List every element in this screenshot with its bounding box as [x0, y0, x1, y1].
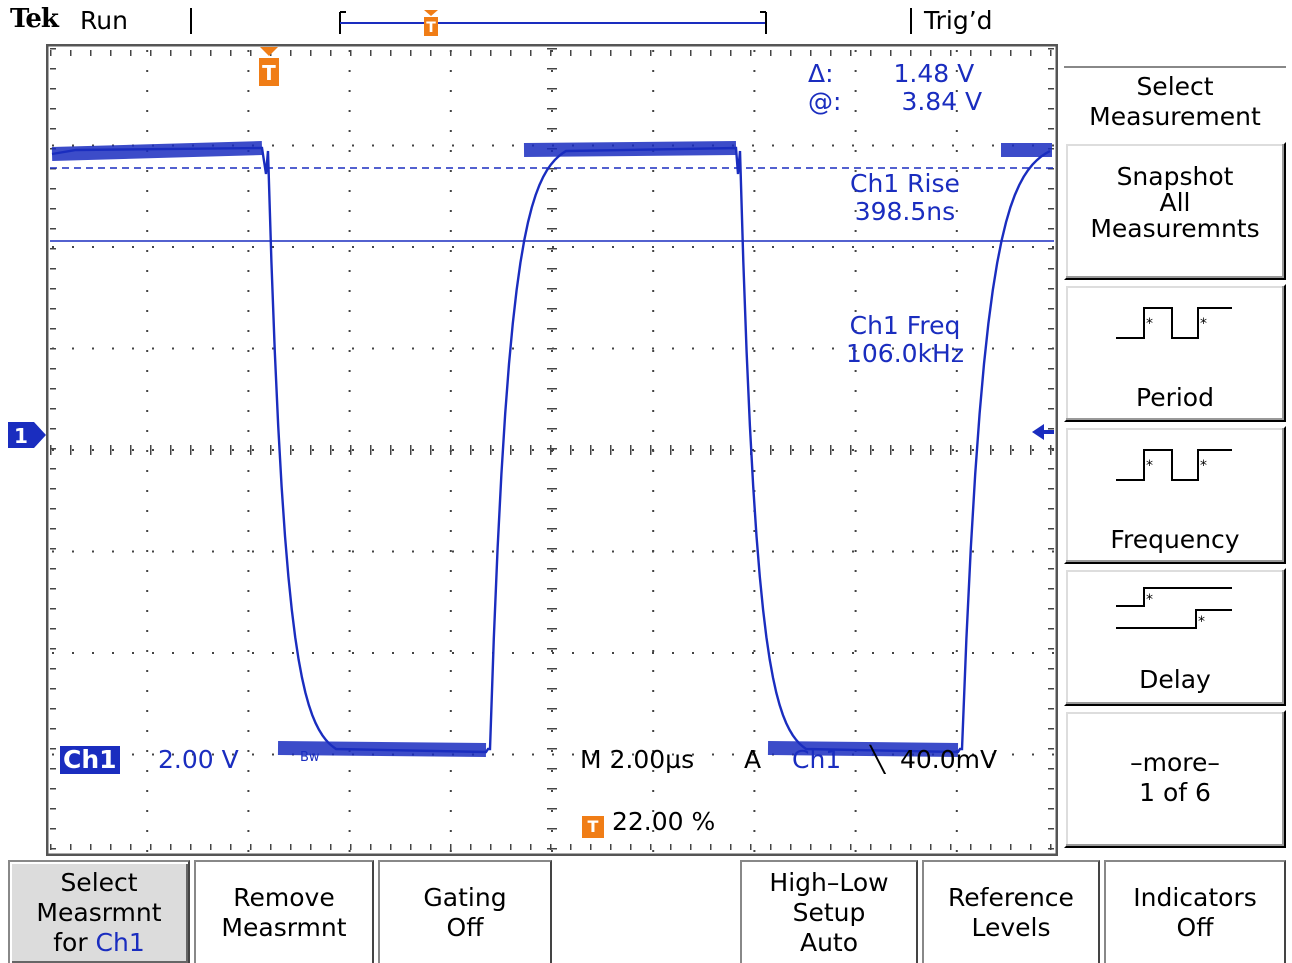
delay-button[interactable]: * * Delay — [1064, 568, 1286, 706]
frequency-button[interactable]: * * Frequency — [1064, 426, 1286, 564]
trigger-icon: T — [582, 816, 604, 838]
more-label: –more– — [1130, 748, 1220, 777]
ch1-trace — [51, 146, 1051, 754]
trigger-state: Trig’d — [924, 6, 993, 35]
select-measurement-line2: Measrmnt — [36, 897, 162, 927]
side-menu-title-line1: Select — [1136, 72, 1214, 101]
trigger-position-marker-icon: T — [259, 47, 279, 86]
svg-text:*: * — [1198, 614, 1205, 630]
trigger-slope-icon: ╲ — [870, 745, 886, 774]
svg-text:T: T — [262, 61, 276, 85]
svg-text:*: * — [1146, 316, 1153, 332]
side-menu-title: Select Measurement — [1064, 66, 1286, 132]
cursor-at-label: @: — [808, 87, 842, 116]
cursor-at-value: 3.84 V — [901, 87, 983, 116]
more-page-label: 1 of 6 — [1139, 778, 1211, 807]
svg-text:*: * — [1200, 316, 1207, 332]
remove-measurement-line1: Remove — [233, 882, 335, 912]
high-low-line2: Setup — [792, 897, 866, 927]
select-measurement-channel: Ch1 — [95, 927, 145, 957]
status-divider — [190, 8, 192, 34]
svg-text:*: * — [1200, 458, 1207, 474]
brand-logo: Tek — [10, 4, 59, 34]
trigger-level-arrow-icon — [1032, 424, 1044, 440]
run-state: Run — [80, 6, 128, 35]
bandwidth-limit-indicator: Bw — [300, 750, 320, 765]
period-label: Period — [1136, 383, 1214, 412]
measurement-freq: Ch1 Freq 106.0kHz — [846, 312, 964, 368]
gating-line1: Gating — [423, 882, 507, 912]
trigger-mode: A — [744, 745, 762, 774]
high-low-line1: High–Low — [769, 867, 889, 897]
select-measurement-prefix: for — [53, 927, 96, 957]
measurement-freq-value: 106.0kHz — [846, 339, 964, 368]
cursor-readout: Δ: 1.48 V @: 3.84 V — [808, 60, 982, 116]
measurement-rise: Ch1 Rise 398.5ns — [850, 170, 960, 226]
high-low-line3: Auto — [799, 927, 859, 957]
select-measurement-line3: for Ch1 — [53, 928, 145, 958]
snapshot-label-line3: Measuremnts — [1090, 214, 1260, 243]
select-measurement-button[interactable]: Select Measrmnt for Ch1 — [8, 860, 190, 963]
ch1-ground-marker-icon: 1 — [8, 422, 46, 448]
measurement-rise-value: 398.5ns — [854, 197, 956, 226]
indicators-button[interactable]: Indicators Off — [1104, 860, 1286, 963]
period-icon: * * — [1116, 307, 1232, 339]
timebase-readout: M 2.00µs — [580, 745, 695, 774]
ch1-badge: Ch1 — [60, 746, 120, 774]
graticule — [50, 48, 1054, 852]
indicators-line2: Off — [1176, 912, 1214, 942]
trigger-source: Ch1 — [792, 745, 842, 774]
gating-button[interactable]: Gating Off — [378, 860, 552, 963]
empty-bottom-slot — [556, 860, 736, 963]
delay-icon: * * — [1116, 587, 1232, 630]
frequency-label: Frequency — [1110, 525, 1240, 554]
record-view-bar: T — [339, 10, 767, 36]
reference-levels-line1: Reference — [948, 882, 1074, 912]
snapshot-all-button[interactable]: Snapshot All Measuremnts — [1064, 142, 1286, 280]
remove-measurement-line2: Measrmnt — [221, 912, 347, 942]
cursor-delta-value: 1.48 V — [893, 59, 975, 88]
select-measurement-line1: Select — [60, 867, 138, 897]
period-button[interactable]: * * Period — [1064, 284, 1286, 422]
trigger-level: 40.0mV — [900, 745, 998, 774]
svg-text:1: 1 — [14, 424, 28, 448]
trigger-position-readout: T 22.00 % — [582, 808, 715, 838]
reference-levels-button[interactable]: Reference Levels — [922, 860, 1100, 963]
snapshot-label-line1: Snapshot — [1116, 162, 1234, 191]
cursor-delta-label: Δ: — [808, 59, 834, 88]
indicators-line1: Indicators — [1133, 882, 1257, 912]
status-divider — [910, 8, 912, 34]
waveform-display[interactable]: T — [46, 44, 1058, 856]
frequency-icon: * * — [1116, 449, 1232, 481]
more-button[interactable]: –more– 1 of 6 — [1064, 710, 1286, 848]
snapshot-label-line2: All — [1159, 188, 1191, 217]
record-trigger-marker-icon: T — [424, 10, 438, 36]
gating-line2: Off — [446, 912, 484, 942]
side-menu-title-line2: Measurement — [1089, 102, 1261, 131]
measurement-rise-label: Ch1 Rise — [850, 169, 960, 198]
delay-label: Delay — [1139, 665, 1211, 694]
svg-text:*: * — [1146, 592, 1153, 608]
trigger-position-value: 22.00 % — [611, 807, 716, 836]
high-low-setup-button[interactable]: High–Low Setup Auto — [740, 860, 918, 963]
svg-text:*: * — [1146, 458, 1153, 474]
measurement-freq-label: Ch1 Freq — [849, 311, 961, 340]
reference-levels-line2: Levels — [971, 912, 1051, 942]
ch1-volts-per-div: 2.00 V — [158, 745, 239, 774]
svg-text:T: T — [426, 20, 436, 36]
remove-measurement-button[interactable]: Remove Measrmnt — [194, 860, 374, 963]
